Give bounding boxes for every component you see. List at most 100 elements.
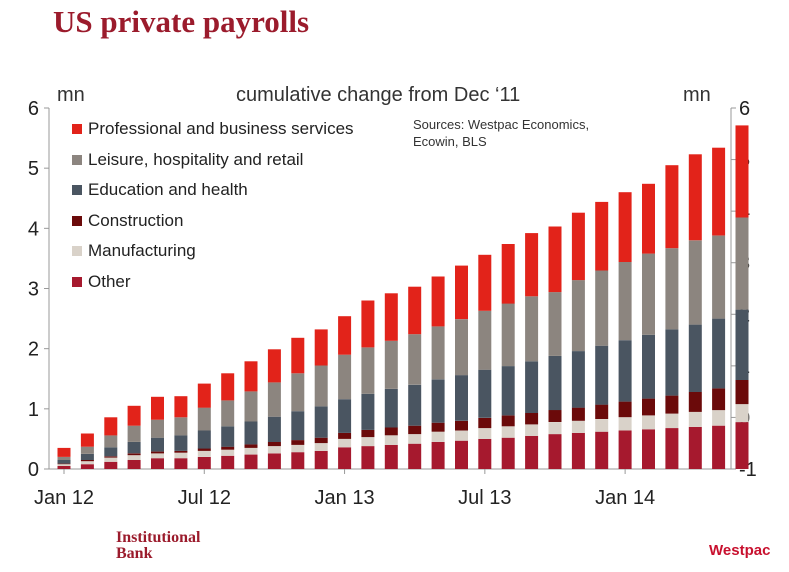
bar-segment: [267, 453, 281, 469]
bar-segment: [525, 296, 539, 362]
bar-segment: [665, 428, 679, 469]
bar-segment: [384, 444, 398, 469]
legend-swatch: [72, 246, 82, 257]
bar-segment: [665, 248, 679, 330]
bar-segment: [338, 438, 352, 448]
bar-segment: [338, 354, 352, 400]
bar-segment: [525, 361, 539, 413]
bar-segment: [291, 411, 305, 441]
left-axis-unit: mn: [57, 84, 85, 106]
bar-segment: [57, 466, 71, 469]
bar-segment: [455, 375, 468, 421]
legend-item-professional: Professional and business services: [72, 114, 354, 145]
bar-segment: [197, 383, 211, 408]
bar-segment: [221, 400, 235, 427]
bar-segment: [712, 318, 726, 389]
bar-segment: [571, 432, 585, 469]
bar-segment: [151, 458, 164, 469]
bar-segment: [595, 419, 609, 432]
bar-segment: [688, 426, 702, 469]
bar-segment: [57, 447, 71, 457]
bar-segment: [151, 453, 164, 459]
bar-segment: [618, 417, 632, 431]
bar-segment: [431, 431, 445, 442]
bar-segment: [361, 300, 375, 348]
legend-label: Education and health: [88, 180, 248, 200]
bar-segment: [642, 415, 655, 430]
bar-segment: [80, 446, 94, 454]
bar-segment: [525, 435, 539, 469]
bar-segment: [501, 366, 515, 416]
bar-segment: [197, 457, 211, 469]
bar-segment: [151, 451, 164, 454]
bar-segment: [618, 430, 632, 469]
bar-segment: [571, 420, 585, 433]
bar-segment: [431, 276, 445, 327]
bar-segment: [735, 422, 749, 469]
bar-segment: [712, 147, 726, 236]
legend-label: Manufacturing: [88, 241, 196, 261]
bar-segment: [221, 426, 235, 447]
bar-segment: [384, 435, 398, 445]
bar-segment: [267, 382, 281, 417]
bar-segment: [174, 417, 188, 436]
bar-segment: [642, 398, 655, 416]
bar-segment: [291, 452, 305, 469]
bar-segment: [291, 337, 305, 374]
x-tick-label: Jan 13: [315, 487, 375, 509]
legend-item-manufacturing: Manufacturing: [72, 236, 354, 267]
bar-segment: [548, 292, 562, 356]
bar-segment: [618, 340, 632, 402]
bar-segment: [688, 154, 702, 241]
legend-label: Other: [88, 271, 131, 291]
legend-label: Construction: [88, 210, 184, 230]
bar-segment: [244, 421, 258, 445]
bar-segment: [104, 447, 118, 457]
bar-segment: [642, 253, 655, 335]
bar-segment: [314, 406, 328, 438]
x-tick-label: Jul 13: [458, 487, 511, 509]
bar-segment: [455, 319, 468, 376]
bar-segment: [80, 464, 94, 469]
bar-segment: [595, 201, 609, 271]
chart-title: US private payrolls: [53, 4, 310, 39]
bar-segment: [595, 345, 609, 405]
bar-segment: [665, 165, 679, 249]
bar-segment: [548, 226, 562, 293]
bar-segment: [712, 425, 726, 469]
bar-segment: [665, 395, 679, 414]
bar-segment: [618, 262, 632, 341]
legend-swatch: [72, 185, 82, 196]
bar-segment: [197, 448, 211, 451]
bar-segment: [221, 373, 235, 401]
bar-segment: [408, 334, 422, 385]
bar-segment: [455, 265, 468, 320]
bar-segment: [338, 432, 352, 439]
legend-item-leisure: Leisure, hospitality and retail: [72, 145, 354, 176]
y-left-tick-label: 1: [28, 399, 39, 421]
bar-segment: [431, 379, 445, 423]
bar-segment: [525, 424, 539, 436]
bar-segment: [688, 392, 702, 412]
bar-segment: [688, 324, 702, 392]
legend-swatch: [72, 215, 82, 226]
bar-segment: [478, 369, 492, 418]
bar-segment: [221, 449, 235, 456]
sources-line: Sources: Westpac Economics,: [413, 117, 590, 132]
legend-swatch: [72, 124, 82, 135]
bar-segment: [57, 457, 71, 460]
bar-segment: [688, 411, 702, 427]
bar-segment: [104, 461, 118, 469]
bar-segment: [455, 420, 468, 431]
bar-segment: [571, 280, 585, 352]
bar-segment: [455, 440, 468, 469]
logo-line: Bank: [116, 545, 153, 562]
y-left-tick-label: 6: [28, 98, 39, 120]
bar-segment: [221, 446, 235, 450]
bar-segment: [314, 443, 328, 451]
legend-swatch: [72, 276, 82, 287]
bar-segment: [244, 361, 258, 392]
bar-segment: [197, 407, 211, 431]
sources-line: Ecowin, BLS: [413, 134, 487, 149]
